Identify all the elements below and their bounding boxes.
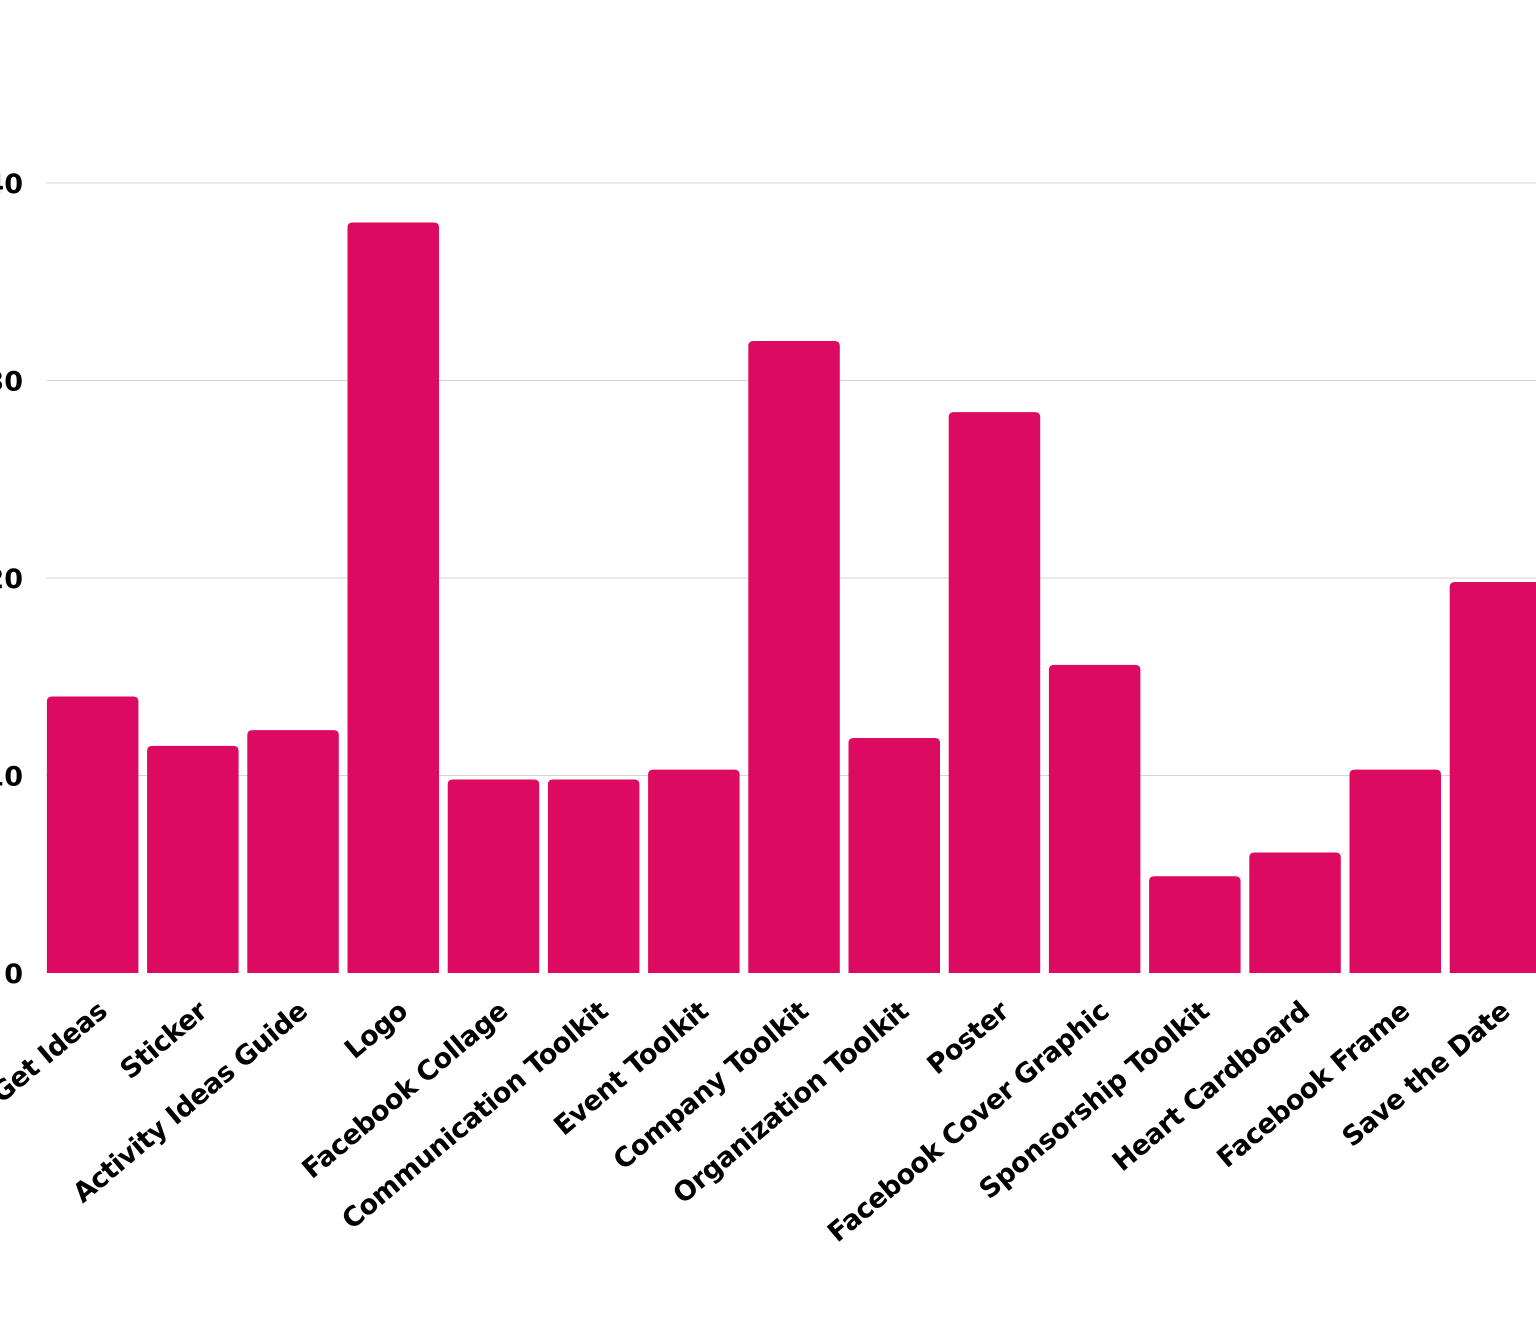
bar-facebook-cover-graphic [1048,664,1141,973]
bar-sticker [147,745,239,973]
x-tick-label-logo: Logo [339,996,414,1066]
bar-communication-toolkit [547,779,640,973]
y-tick-label-10: 10 [0,762,23,793]
y-tick-label-20: 20 [0,564,23,595]
bar-sponsorship-toolkit [1149,876,1241,973]
bar-get-ideas [46,696,139,973]
bar-event-toolkit [648,769,740,973]
bars [46,222,1536,974]
bar-activity-ideas-guide [247,730,339,973]
x-tick-label-save-the-date: Save the Date [1337,996,1516,1154]
x-tick-label-get-ideas: Get Ideas [0,996,113,1110]
bar-facebook-frame [1349,769,1441,973]
bar-company-toolkit [748,341,840,973]
x-tick-label-sticker: Sticker [115,995,215,1086]
bar-heart-cardboard [1249,852,1341,973]
y-axis-ticks: 0 10 20 30 40 [0,169,23,990]
x-tick-label-poster: Poster [922,995,1016,1081]
bar-organization-toolkit [848,737,940,973]
x-tick-label-facebook-frame: Facebook Frame [1211,996,1415,1175]
bar-save-the-date [1449,581,1536,973]
y-tick-label-30: 30 [0,367,23,398]
y-tick-label-0: 0 [4,959,23,990]
bar-logo [347,222,439,973]
bar-poster [948,412,1041,974]
y-tick-label-40: 40 [0,169,23,200]
bar-facebook-collage [447,779,540,973]
